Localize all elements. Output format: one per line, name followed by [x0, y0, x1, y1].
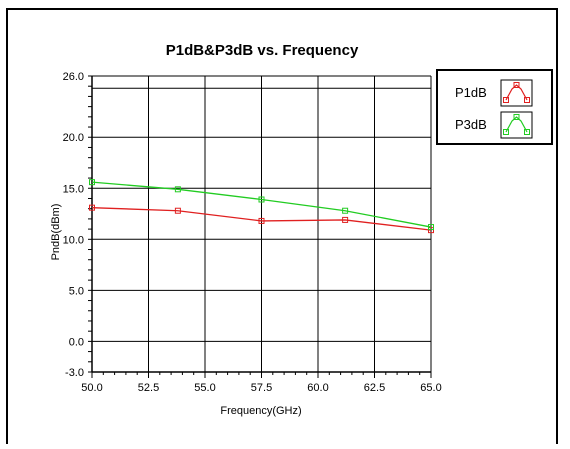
data-point: [174, 207, 181, 214]
series-group: [89, 179, 434, 234]
data-point: [89, 179, 95, 186]
data-point: [89, 204, 95, 211]
x-tick-label: 57.5: [251, 382, 272, 394]
legend-marker: [524, 97, 530, 103]
legend: P1dB P3dB: [436, 69, 553, 145]
x-tick-label: 65.0: [420, 382, 441, 394]
data-point: [428, 224, 434, 231]
legend-label-p1db: P1dB: [455, 85, 487, 100]
series-line-p3db: [91, 181, 432, 228]
legend-line-p1db: [505, 84, 528, 101]
legend-marker: [503, 97, 509, 103]
legend-label-p3db: P3dB: [455, 117, 487, 132]
chart-frame: [6, 8, 558, 444]
data-point: [342, 207, 349, 214]
data-point: [428, 227, 434, 234]
y-tick-label: -3.0: [65, 367, 84, 379]
data-point: [174, 186, 181, 193]
x-axis-label: Frequency(GHz): [220, 405, 301, 417]
y-tick-label: 10.0: [63, 234, 84, 246]
legend-marker: [513, 114, 520, 120]
x-tick-label: 52.5: [138, 382, 159, 394]
series-line-p1db: [91, 207, 432, 231]
x-tick-label: 62.5: [364, 382, 385, 394]
x-tick-label: 55.0: [194, 382, 215, 394]
data-point: [258, 196, 265, 203]
legend-line-p3db: [505, 116, 528, 133]
x-tick-labels: 50.0 52.5 55.0 57.5 60.0 62.5 65.0: [81, 382, 441, 394]
data-point: [258, 217, 265, 224]
y-tick-label: 20.0: [63, 132, 84, 144]
y-tick-label: 5.0: [69, 285, 84, 297]
legend-marker: [513, 82, 520, 88]
y-tick-label: 15.0: [63, 183, 84, 195]
x-tick-label: 60.0: [307, 382, 328, 394]
legend-marker: [524, 129, 530, 135]
legend-marker: [503, 129, 509, 135]
legend-box: [436, 69, 553, 145]
y-tick-label: 0.0: [69, 336, 84, 348]
y-axis-label: PndB(dBm): [50, 204, 62, 261]
data-point: [342, 216, 349, 223]
x-tick-label: 50.0: [81, 382, 102, 394]
chart-title: P1dB&P3dB vs. Frequency: [166, 42, 359, 59]
y-tick-labels: 26.0 20.0 15.0 10.0 5.0 0.0 -3.0: [63, 71, 84, 379]
y-tick-label: 26.0: [63, 71, 84, 83]
grid: [91, 75, 432, 373]
axes: [88, 75, 432, 378]
